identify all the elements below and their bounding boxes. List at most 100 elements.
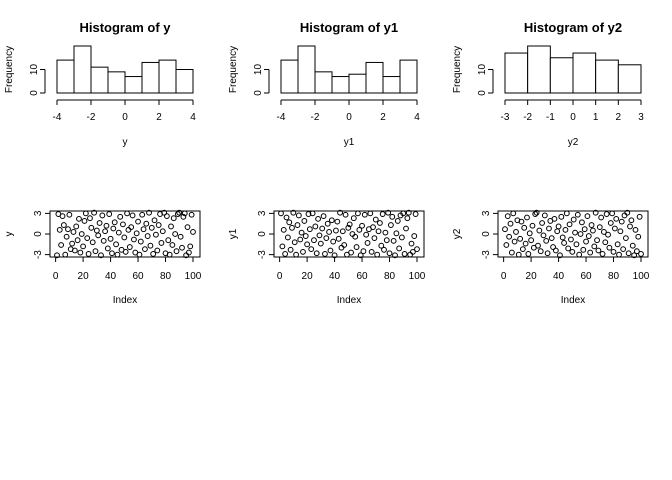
- scatter-point: [517, 235, 524, 242]
- scatter-point: [616, 251, 622, 258]
- scatter-point: [334, 218, 341, 225]
- scatter-point: [155, 222, 162, 228]
- scatter-point: [295, 212, 302, 219]
- x-axis-label: Index: [113, 295, 137, 306]
- scatter-point: [113, 241, 119, 248]
- scatter-point: [330, 238, 337, 245]
- scatter-point: [66, 211, 73, 218]
- histogram-bar: [348, 73, 367, 94]
- scatter-point: [607, 220, 614, 226]
- scatter-point: [355, 210, 361, 217]
- scatter-point: [508, 249, 515, 256]
- scatter-point: [522, 240, 529, 247]
- scatter-point: [58, 242, 65, 248]
- scatter-point: [632, 226, 639, 233]
- scatter-point: [602, 239, 609, 246]
- scatter-point: [537, 248, 544, 255]
- scatter-point: [405, 209, 412, 216]
- scatter-point: [286, 219, 293, 226]
- scatter-point: [411, 233, 418, 239]
- histogram-bar: [280, 59, 299, 94]
- scatter-point: [631, 252, 638, 259]
- scatter-point: [407, 251, 414, 258]
- x-tick-label: 60: [132, 271, 144, 282]
- scatter-point: [565, 245, 572, 252]
- scatter-point: [524, 214, 530, 221]
- scatter-point: [305, 211, 312, 217]
- histogram-bar: [504, 52, 529, 94]
- scatter-point: [569, 248, 576, 255]
- scatter-point: [356, 226, 363, 233]
- scatter-point: [378, 242, 385, 249]
- x-axis-label: y: [123, 137, 128, 148]
- scatter-point: [133, 230, 140, 237]
- scatter-point: [82, 210, 89, 217]
- scatter-point: [507, 220, 514, 227]
- x-tick-label: 100: [185, 271, 202, 282]
- histogram-bar: [527, 45, 551, 94]
- scatter-point: [282, 251, 289, 257]
- scatter-point: [78, 231, 85, 237]
- x-tick-label: 100: [633, 271, 650, 282]
- scatter-point: [552, 247, 559, 254]
- y-tick-label: 0: [29, 90, 40, 96]
- y-tick-label: 10: [477, 64, 488, 76]
- scatter-point: [367, 210, 374, 217]
- scatter-point: [526, 230, 533, 237]
- scatter-point: [629, 242, 636, 249]
- scatter-point: [283, 214, 290, 221]
- x-axis-label: Index: [561, 295, 585, 306]
- histogram-bar: [175, 69, 194, 94]
- scatter-point: [89, 239, 96, 246]
- x-tick-label: 80: [160, 271, 172, 282]
- scatter-point: [359, 222, 365, 229]
- scatter-point: [311, 237, 317, 244]
- scatter-point: [62, 251, 69, 258]
- scatter-point: [140, 226, 147, 233]
- x-tick-label: -4: [53, 112, 62, 123]
- scatter-point: [174, 211, 181, 217]
- scatter-point: [579, 219, 585, 226]
- scatter-point: [583, 238, 589, 245]
- scatter-point: [335, 235, 342, 242]
- scatter-point: [408, 240, 415, 247]
- scatter-point: [76, 215, 82, 222]
- scatter-point: [180, 213, 187, 220]
- x-tick-label: 80: [608, 271, 620, 282]
- scatter-point: [636, 213, 643, 220]
- y-axis-label: Frequency: [228, 46, 239, 93]
- scatter-point: [346, 221, 353, 228]
- x-axis-label: y1: [344, 137, 355, 148]
- scatter-point: [368, 248, 375, 255]
- scatter-point: [576, 251, 583, 258]
- x-tick-label: 40: [105, 271, 117, 282]
- scatter-point: [319, 225, 326, 232]
- scatter-point: [559, 234, 566, 241]
- histogram-bar: [124, 76, 143, 94]
- scatter-point: [398, 234, 405, 241]
- x-tick-label: -2: [311, 112, 320, 123]
- scatter-point: [126, 244, 133, 250]
- scatter-point: [364, 240, 371, 246]
- scatter-point: [555, 223, 562, 230]
- scatter-point: [102, 228, 108, 235]
- scatter-point: [603, 211, 610, 217]
- histogram-panel-1: [40, 45, 194, 105]
- x-tick-label: 1: [593, 112, 599, 123]
- scatter-point: [56, 226, 63, 233]
- x-tick-label: 0: [122, 112, 128, 123]
- scatter-point: [301, 218, 308, 224]
- histogram-panel-2: [264, 45, 418, 105]
- scatter-point: [312, 223, 319, 230]
- scatter-point: [290, 209, 297, 216]
- histogram-bar: [365, 61, 384, 94]
- histogram-bar: [56, 59, 75, 94]
- scatter-point: [529, 222, 536, 229]
- scatter-point: [533, 209, 540, 216]
- y-tick-label: 0: [33, 231, 44, 237]
- scatter-point: [577, 231, 584, 237]
- histogram-bar: [382, 76, 401, 94]
- x-axis-label: Index: [337, 295, 361, 306]
- scatter-point: [598, 214, 605, 221]
- scatter-point: [333, 227, 339, 234]
